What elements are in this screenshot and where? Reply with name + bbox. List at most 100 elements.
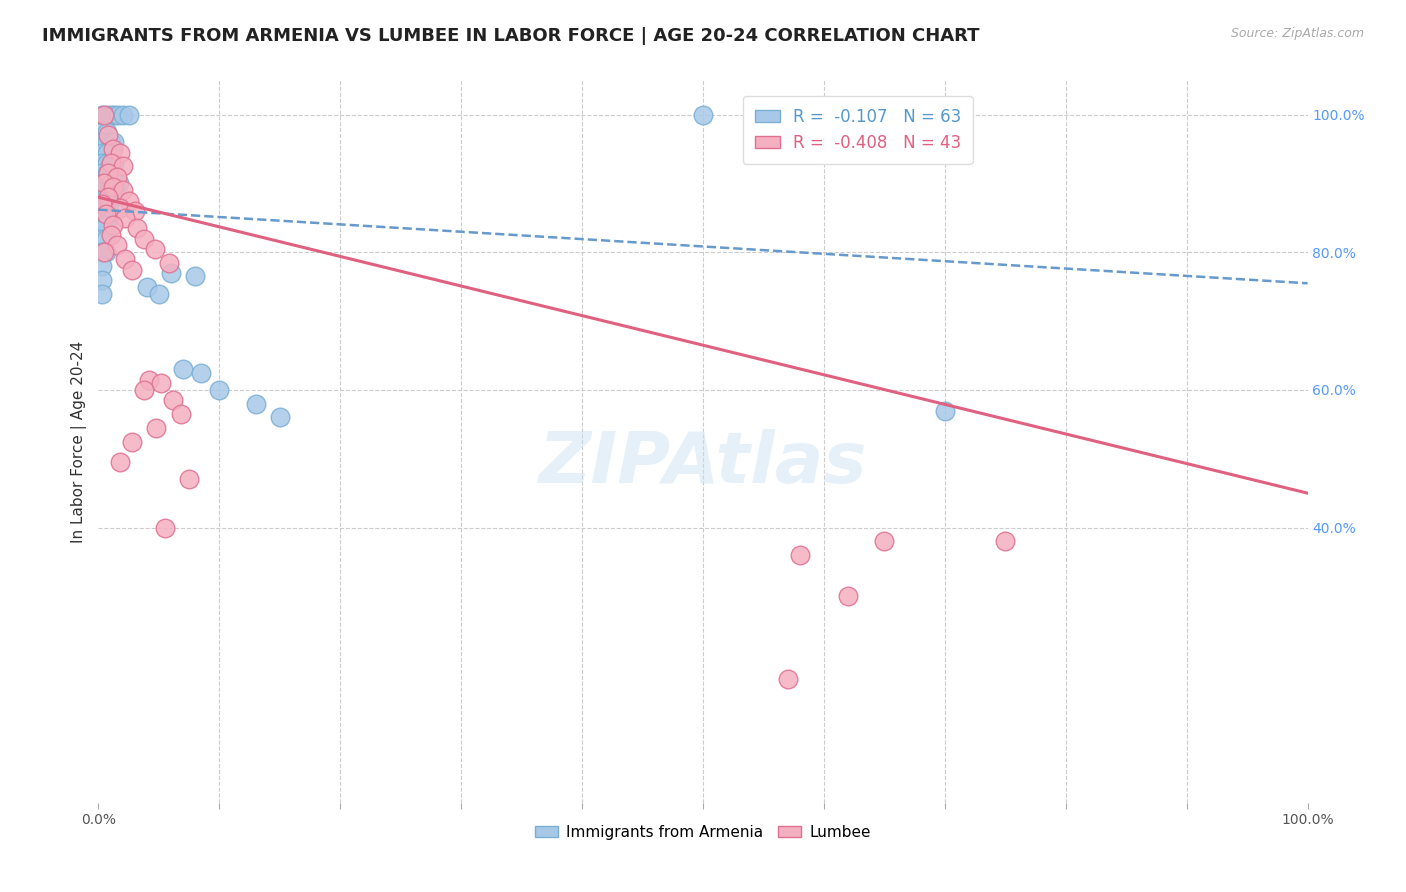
Point: [153, 520, 176, 534]
Point: [111, 108, 134, 122]
Point: [96, 145, 118, 160]
Point: [91, 231, 114, 245]
Point: [96, 125, 118, 139]
Point: [91, 259, 114, 273]
Point: [97, 166, 120, 180]
Point: [135, 279, 157, 293]
Point: [994, 534, 1017, 549]
Point: [91, 145, 114, 160]
Point: [93, 245, 115, 260]
Point: [145, 421, 167, 435]
Point: [91, 197, 114, 211]
Point: [91, 218, 114, 232]
Point: [269, 410, 291, 425]
Point: [94, 218, 117, 232]
Point: [776, 672, 799, 686]
Point: [93, 108, 115, 122]
Point: [91, 135, 114, 149]
Point: [91, 190, 114, 204]
Point: [873, 534, 896, 549]
Point: [190, 366, 212, 380]
Point: [96, 135, 118, 149]
Point: [108, 201, 131, 215]
Point: [91, 204, 114, 219]
Point: [111, 159, 134, 173]
Point: [134, 383, 156, 397]
Point: [837, 590, 859, 604]
Point: [108, 177, 131, 191]
Point: [143, 242, 166, 256]
Point: [94, 177, 117, 191]
Point: [101, 180, 124, 194]
Point: [107, 108, 129, 122]
Point: [121, 434, 143, 449]
Legend: Immigrants from Armenia, Lumbee: Immigrants from Armenia, Lumbee: [530, 819, 876, 846]
Point: [96, 156, 118, 170]
Point: [103, 177, 125, 191]
Point: [91, 211, 114, 225]
Y-axis label: In Labor Force | Age 20-24: In Labor Force | Age 20-24: [72, 341, 87, 542]
Point: [100, 177, 122, 191]
Point: [91, 156, 114, 170]
Point: [692, 108, 714, 122]
Point: [98, 183, 121, 197]
Point: [118, 108, 141, 122]
Point: [98, 211, 121, 225]
Point: [179, 472, 201, 486]
Point: [94, 197, 117, 211]
Point: [91, 197, 114, 211]
Point: [245, 397, 267, 411]
Point: [94, 190, 117, 204]
Point: [94, 231, 117, 245]
Point: [114, 211, 136, 225]
Point: [91, 166, 114, 180]
Point: [91, 125, 114, 139]
Text: Source: ZipAtlas.com: Source: ZipAtlas.com: [1230, 27, 1364, 40]
Point: [934, 403, 956, 417]
Point: [100, 156, 122, 170]
Point: [101, 142, 124, 156]
Point: [121, 262, 143, 277]
Point: [124, 204, 146, 219]
Point: [100, 135, 122, 149]
Point: [105, 169, 128, 184]
Point: [789, 548, 811, 562]
Point: [150, 376, 173, 390]
Point: [138, 373, 160, 387]
Point: [94, 183, 117, 197]
Point: [172, 362, 194, 376]
Point: [94, 207, 117, 221]
Point: [162, 393, 184, 408]
Point: [97, 128, 120, 143]
Point: [94, 211, 117, 225]
Point: [101, 190, 124, 204]
Point: [98, 197, 121, 211]
Point: [118, 194, 141, 208]
Point: [100, 108, 122, 122]
Point: [100, 156, 122, 170]
Point: [101, 218, 124, 232]
Point: [103, 156, 125, 170]
Point: [94, 204, 117, 219]
Point: [91, 273, 114, 287]
Text: ZIPAtlas: ZIPAtlas: [538, 429, 868, 498]
Point: [114, 252, 136, 267]
Point: [169, 407, 191, 421]
Point: [100, 166, 122, 180]
Point: [98, 190, 121, 204]
Point: [91, 108, 114, 122]
Point: [100, 228, 122, 243]
Point: [157, 255, 180, 269]
Point: [96, 108, 118, 122]
Point: [108, 145, 131, 160]
Point: [97, 190, 120, 204]
Point: [103, 135, 125, 149]
Point: [208, 383, 231, 397]
Point: [127, 221, 149, 235]
Point: [160, 266, 183, 280]
Point: [96, 166, 118, 180]
Point: [94, 245, 117, 260]
Point: [111, 183, 134, 197]
Point: [108, 455, 131, 469]
Point: [93, 177, 115, 191]
